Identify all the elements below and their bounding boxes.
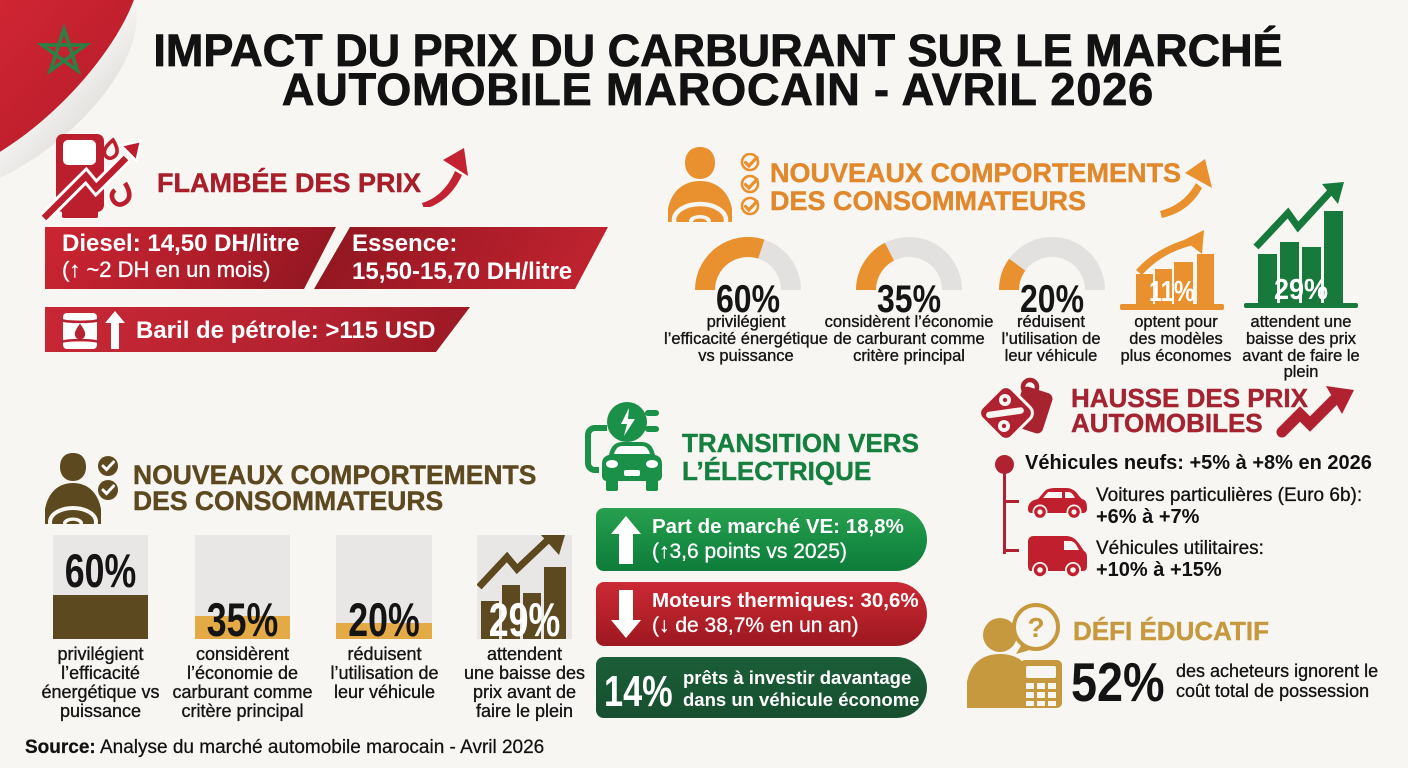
svg-text:?: ? <box>1027 612 1044 643</box>
